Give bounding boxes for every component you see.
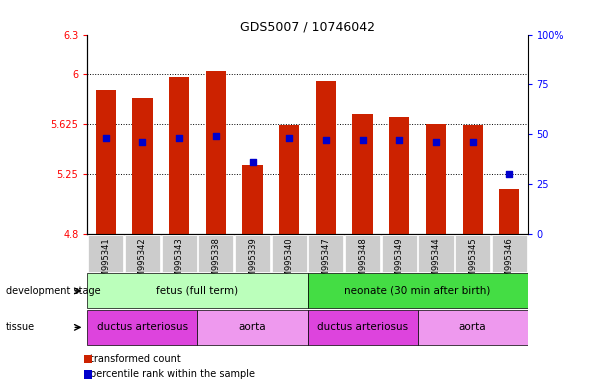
Text: GSM995345: GSM995345 — [468, 237, 477, 288]
Title: GDS5007 / 10746042: GDS5007 / 10746042 — [240, 20, 375, 33]
FancyBboxPatch shape — [88, 235, 124, 272]
FancyBboxPatch shape — [382, 235, 417, 272]
FancyBboxPatch shape — [455, 235, 490, 272]
Point — [285, 135, 294, 141]
FancyBboxPatch shape — [198, 310, 308, 345]
Bar — [169, 77, 189, 234]
Text: ductus arteriosus: ductus arteriosus — [317, 322, 408, 333]
Text: GSM995339: GSM995339 — [248, 237, 257, 288]
Bar — [279, 125, 299, 234]
FancyBboxPatch shape — [235, 235, 270, 272]
Point — [358, 137, 367, 144]
FancyBboxPatch shape — [491, 235, 527, 272]
FancyBboxPatch shape — [345, 235, 380, 272]
Point — [321, 137, 330, 144]
Bar — [206, 71, 226, 234]
Point — [101, 135, 110, 141]
Text: GSM995340: GSM995340 — [285, 237, 294, 288]
Text: transformed count: transformed count — [90, 354, 181, 364]
Bar — [389, 117, 409, 234]
FancyBboxPatch shape — [308, 310, 417, 345]
Point — [394, 137, 404, 144]
Text: ductus arteriosus: ductus arteriosus — [97, 322, 188, 333]
FancyBboxPatch shape — [87, 310, 198, 345]
Bar — [84, 355, 92, 363]
Bar — [84, 370, 92, 379]
Bar — [353, 114, 373, 234]
Point — [137, 139, 147, 146]
Text: percentile rank within the sample: percentile rank within the sample — [90, 369, 256, 379]
FancyBboxPatch shape — [308, 273, 528, 308]
Bar — [316, 81, 336, 234]
Text: fetus (full term): fetus (full term) — [156, 286, 239, 296]
Text: development stage: development stage — [6, 286, 101, 296]
FancyBboxPatch shape — [418, 235, 453, 272]
Point — [468, 139, 478, 146]
Point — [248, 159, 257, 166]
Text: tissue: tissue — [6, 322, 35, 333]
Text: GSM995338: GSM995338 — [211, 237, 220, 288]
Bar — [96, 91, 116, 234]
Point — [211, 133, 221, 139]
Text: GSM995344: GSM995344 — [431, 237, 440, 288]
FancyBboxPatch shape — [308, 235, 344, 272]
Bar — [426, 124, 446, 234]
Text: GSM995347: GSM995347 — [321, 237, 330, 288]
Text: GSM995349: GSM995349 — [395, 237, 404, 288]
Text: aorta: aorta — [239, 322, 267, 333]
Bar — [499, 189, 519, 234]
Text: GSM995341: GSM995341 — [101, 237, 110, 288]
Text: neonate (30 min after birth): neonate (30 min after birth) — [344, 286, 491, 296]
Bar — [242, 165, 262, 234]
FancyBboxPatch shape — [198, 235, 233, 272]
FancyBboxPatch shape — [87, 273, 308, 308]
FancyBboxPatch shape — [162, 235, 197, 272]
FancyBboxPatch shape — [271, 235, 307, 272]
Text: aorta: aorta — [459, 322, 487, 333]
FancyBboxPatch shape — [125, 235, 160, 272]
Point — [174, 135, 184, 141]
Text: GSM995342: GSM995342 — [138, 237, 147, 288]
Bar — [133, 98, 153, 234]
Bar — [463, 125, 482, 234]
Text: GSM995348: GSM995348 — [358, 237, 367, 288]
Point — [431, 139, 441, 146]
Point — [505, 171, 514, 177]
FancyBboxPatch shape — [417, 310, 528, 345]
Text: GSM995346: GSM995346 — [505, 237, 514, 288]
Text: GSM995343: GSM995343 — [175, 237, 184, 288]
